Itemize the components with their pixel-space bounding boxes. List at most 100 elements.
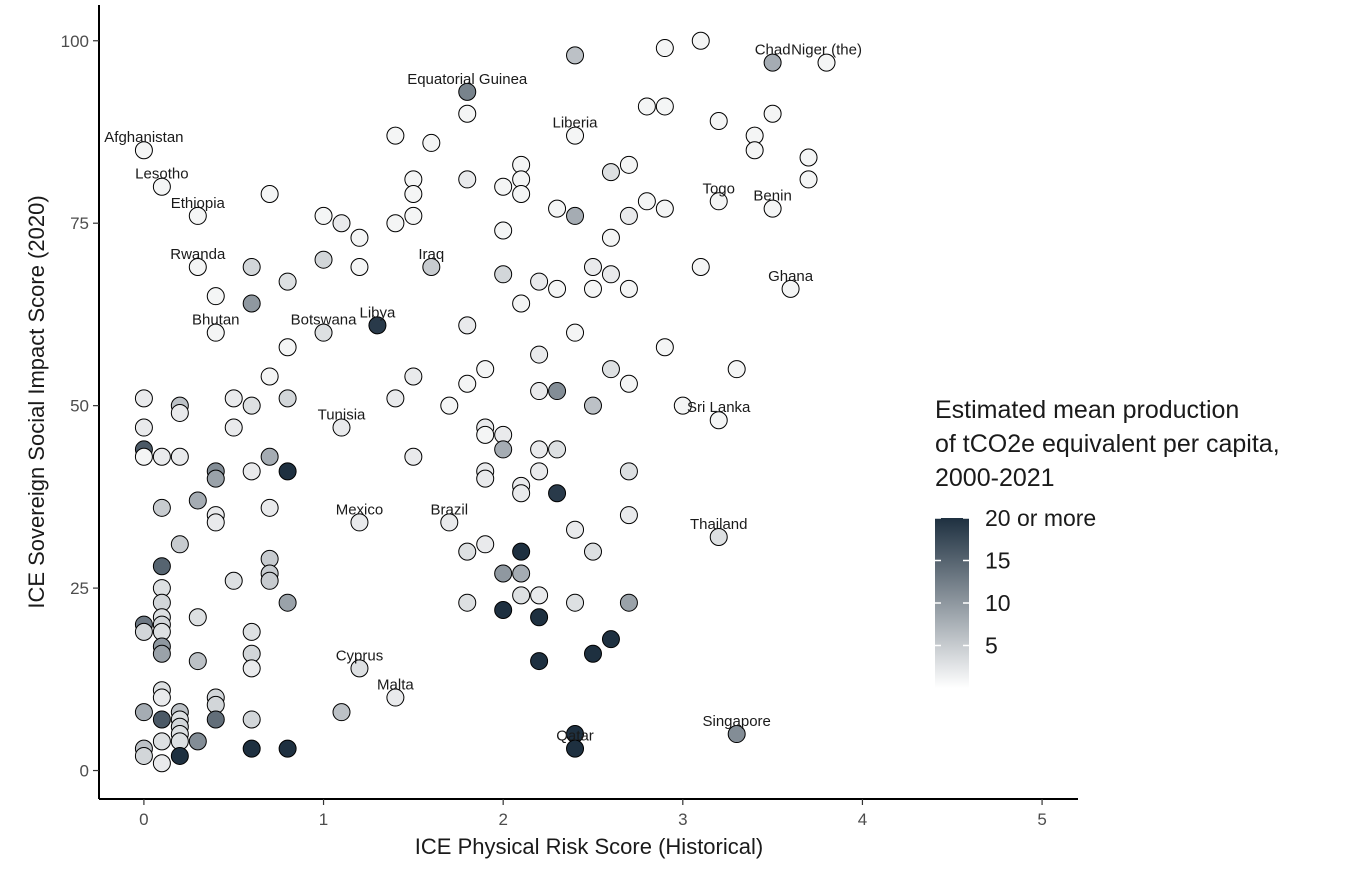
data-point: [206, 513, 225, 532]
data-point: [619, 462, 638, 481]
country-label: Afghanistan: [104, 129, 183, 146]
data-point: [134, 389, 153, 408]
data-point: [242, 462, 261, 481]
data-point: [619, 279, 638, 298]
data-point: [799, 170, 818, 189]
data-point: [224, 418, 243, 437]
data-point: [242, 396, 261, 415]
country-label: Lesotho: [135, 166, 188, 183]
data-point: [422, 257, 441, 276]
data-point: [494, 265, 513, 284]
data-point: [566, 739, 585, 758]
data-point: [188, 257, 207, 276]
data-point: [655, 338, 674, 357]
data-point: [458, 104, 477, 123]
data-point: [494, 600, 513, 619]
data-point: [583, 396, 602, 415]
data-point: [709, 192, 728, 211]
data-point: [512, 185, 531, 204]
x-tick-label: 1: [319, 810, 328, 829]
data-point: [188, 652, 207, 671]
data-point: [404, 206, 423, 225]
data-point: [278, 389, 297, 408]
y-tick-label: 100: [61, 32, 89, 51]
legend-title-line: of tCO2e equivalent per capita,: [935, 430, 1280, 458]
data-point: [170, 746, 189, 765]
country-label: Tunisia: [318, 407, 366, 424]
data-point: [422, 133, 441, 152]
data-point: [134, 703, 153, 722]
country-label: Bhutan: [192, 312, 240, 329]
data-point: [494, 177, 513, 196]
data-point: [260, 498, 279, 517]
data-point: [530, 272, 549, 291]
data-point: [332, 703, 351, 722]
data-point: [188, 732, 207, 751]
data-point: [476, 360, 495, 379]
legend-tick-label: 10: [985, 590, 1011, 616]
y-tick-label: 0: [80, 762, 89, 781]
data-point: [530, 440, 549, 459]
country-label: Cyprus: [336, 647, 384, 664]
data-point: [566, 323, 585, 342]
data-point: [314, 250, 333, 269]
data-point: [260, 367, 279, 386]
data-point: [224, 389, 243, 408]
data-point: [727, 725, 746, 744]
data-point: [188, 608, 207, 627]
data-point: [404, 447, 423, 466]
data-point: [691, 257, 710, 276]
data-point: [170, 447, 189, 466]
data-point: [619, 506, 638, 525]
data-point: [260, 185, 279, 204]
y-tick-label: 50: [70, 397, 89, 416]
data-point: [494, 564, 513, 583]
data-point: [242, 710, 261, 729]
data-point: [530, 652, 549, 671]
country-label: Ghana: [768, 268, 814, 285]
data-point: [458, 542, 477, 561]
data-point: [458, 82, 477, 101]
data-point: [314, 323, 333, 342]
country-label: Mexico: [336, 501, 384, 518]
data-point: [673, 396, 692, 415]
data-point: [278, 462, 297, 481]
data-point: [386, 126, 405, 145]
data-point: [152, 644, 171, 663]
data-point: [512, 586, 531, 605]
x-tick-label: 5: [1037, 810, 1046, 829]
x-tick-label: 3: [678, 810, 687, 829]
x-tick-label: 4: [858, 810, 867, 829]
data-point: [566, 46, 585, 65]
data-point: [458, 374, 477, 393]
country-label: Niger (the): [791, 42, 862, 59]
data-point: [530, 608, 549, 627]
data-point: [619, 593, 638, 612]
data-point: [224, 571, 243, 590]
country-label: Rwanda: [170, 246, 226, 263]
data-point: [548, 440, 567, 459]
data-point: [781, 279, 800, 298]
data-point: [440, 396, 459, 415]
legend-title-line: 2000-2021: [935, 464, 1055, 492]
data-point: [368, 316, 387, 335]
data-point: [134, 746, 153, 765]
data-point: [494, 221, 513, 240]
data-point: [566, 206, 585, 225]
country-label: Sri Lanka: [687, 399, 751, 416]
data-point: [566, 520, 585, 539]
data-point: [799, 148, 818, 167]
data-point: [152, 177, 171, 196]
data-point: [763, 104, 782, 123]
data-point: [350, 257, 369, 276]
data-point: [619, 155, 638, 174]
data-point: [134, 418, 153, 437]
data-point: [727, 360, 746, 379]
data-point: [655, 39, 674, 58]
country-label: Iraq: [418, 246, 444, 263]
data-point: [314, 206, 333, 225]
data-point: [458, 316, 477, 335]
data-point: [619, 206, 638, 225]
